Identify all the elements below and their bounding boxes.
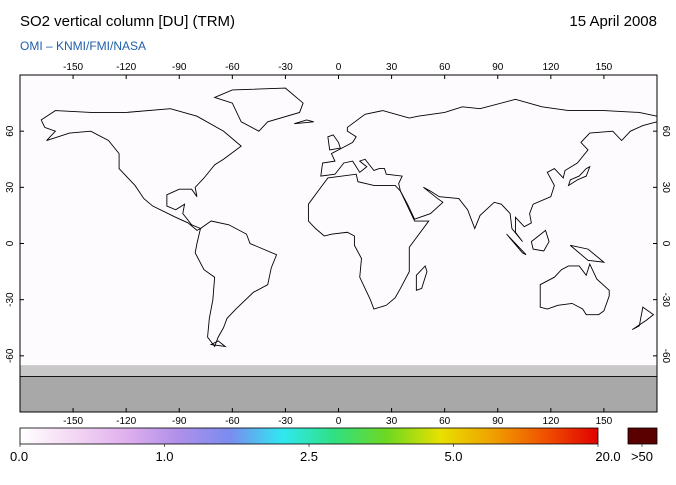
title: SO2 vertical column [DU] (TRM): [20, 13, 235, 30]
colorbar-overflow-label: >50: [631, 449, 653, 464]
lon-tick-label-top: 60: [439, 62, 451, 73]
coastline: [539, 262, 610, 316]
antarctica: [20, 376, 657, 412]
land-layer: [20, 87, 657, 412]
lon-tick-label-bottom: 150: [596, 416, 613, 427]
lat-tick-label-right: 0: [660, 241, 671, 247]
lon-tick-label-top: -30: [278, 62, 293, 73]
lat-tick-label-right: 30: [660, 182, 671, 194]
lat-tick-label-left: 0: [5, 240, 16, 246]
colorbar-label: 20.0: [595, 449, 620, 464]
lat-tick-label-right: -30: [660, 292, 671, 307]
coastline: [213, 87, 304, 132]
lon-tick-label-top: 150: [596, 62, 613, 73]
lon-tick-label-bottom: -150: [63, 416, 83, 427]
coastline: [307, 173, 430, 310]
coastline: [320, 98, 657, 242]
lat-tick-label-left: -30: [5, 292, 16, 307]
coastline: [631, 306, 655, 331]
colorbar-label: 2.5: [300, 449, 318, 464]
lat-tick-label-left: -60: [5, 348, 16, 363]
lon-tick-label-top: -90: [172, 62, 187, 73]
colorbar-label: 5.0: [444, 449, 462, 464]
lon-tick-label-bottom: 30: [386, 416, 398, 427]
lat-tick-label-left: 30: [5, 181, 16, 193]
colorbar-label: 1.0: [155, 449, 173, 464]
date: 15 April 2008: [569, 13, 657, 30]
lon-tick-label-bottom: -90: [172, 416, 187, 427]
lon-tick-label-top: 120: [542, 62, 559, 73]
colorbar-label: 0.0: [10, 449, 28, 464]
lat-tick-label-right: 60: [660, 126, 671, 138]
lat-tick-label-left: 60: [5, 125, 16, 137]
coastline: [415, 265, 428, 291]
lon-tick-label-bottom: 90: [492, 416, 504, 427]
coastline: [327, 134, 341, 151]
coastline: [567, 165, 591, 187]
lon-tick-label-top: -150: [63, 62, 83, 73]
lon-tick-label-bottom: 120: [542, 416, 559, 427]
coastline: [530, 229, 550, 252]
coastline: [506, 233, 527, 256]
coastline: [570, 244, 606, 263]
lon-tick-label-bottom: -60: [225, 416, 240, 427]
coastline: [194, 220, 278, 348]
lon-tick-label-bottom: 0: [336, 416, 342, 427]
lon-tick-label-bottom: 60: [439, 416, 451, 427]
lon-tick-label-top: 90: [492, 62, 504, 73]
colorbar: [19, 427, 599, 445]
lon-tick-label-top: -60: [225, 62, 240, 73]
lon-tick-label-top: 30: [386, 62, 398, 73]
coastline: [294, 119, 314, 125]
map-background: [20, 75, 657, 412]
subtitle: OMI – KNMI/FMI/NASA: [20, 39, 146, 53]
coastline: [209, 340, 227, 348]
coastline: [40, 108, 242, 231]
colorbar-overflow: [627, 427, 658, 445]
lon-tick-label-top: 0: [336, 62, 342, 73]
lon-tick-label-bottom: -30: [278, 416, 293, 427]
lon-tick-label-bottom: -120: [116, 416, 136, 427]
lat-tick-label-right: -60: [660, 349, 671, 364]
lon-tick-label-top: -120: [116, 62, 136, 73]
